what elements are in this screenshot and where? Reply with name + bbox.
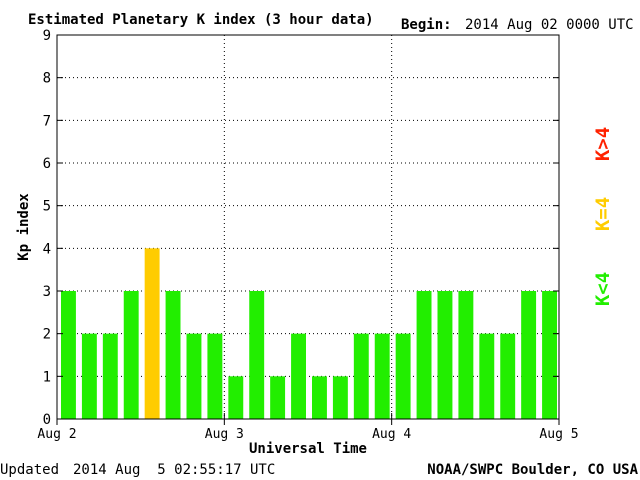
y-tick-label: 8 [43, 71, 51, 87]
legend-item: K=4 [592, 197, 614, 231]
kp-bar [207, 333, 223, 419]
kp-bar [332, 376, 348, 419]
kp-bar [542, 291, 557, 419]
kp-bar [144, 248, 160, 419]
y-axis-label: Kp index [16, 193, 32, 261]
kp-bar [458, 291, 474, 419]
y-tick-label: 4 [43, 241, 51, 257]
kp-bar [249, 291, 265, 419]
updated-label: Updated [0, 462, 59, 478]
x-axis-ticks: Aug 2 Aug 3 Aug 4 Aug 5 [37, 413, 579, 442]
source-credit: NOAA/SWPC Boulder, CO USA [427, 462, 638, 478]
begin-label: Begin: [401, 17, 452, 33]
y-tick-label: 1 [43, 369, 51, 385]
kp-bar [123, 291, 139, 419]
bar-series [61, 248, 557, 419]
y-tick-label: 9 [43, 28, 51, 44]
begin-value: 2014 Aug 02 0000 UTC [465, 17, 634, 33]
plot-frame [56, 34, 560, 420]
legend-item: K>4 [592, 127, 614, 161]
kp-bar [416, 291, 432, 419]
kp-bar [374, 333, 390, 419]
kp-bar [353, 333, 369, 419]
chart-title: Estimated Planetary K index (3 hour data… [28, 12, 374, 28]
kp-bar [81, 333, 97, 419]
y-tick-label: 6 [43, 156, 51, 172]
kp-bar [521, 291, 537, 419]
kp-bar [165, 291, 181, 419]
x-tick-label: Aug 3 [205, 427, 244, 442]
kp-bar [291, 333, 306, 419]
kp-bar [102, 333, 118, 419]
kp-bar [186, 333, 202, 419]
kp-bar [61, 291, 76, 419]
y-tick-label: 0 [43, 412, 51, 428]
x-tick-label: Aug 2 [37, 427, 76, 442]
grid-lines [57, 35, 559, 419]
legend-item: K<4 [592, 272, 614, 306]
y-tick-label: 3 [43, 284, 51, 300]
x-tick-label: Aug 4 [372, 427, 411, 442]
y-tick-label: 5 [43, 199, 51, 215]
y-tick-label: 7 [43, 113, 51, 129]
kp-bar [437, 291, 453, 419]
y-tick-label: 2 [43, 327, 51, 343]
kp-bar [312, 376, 327, 419]
updated-value: 2014 Aug 5 02:55:17 UTC [73, 462, 275, 478]
kp-bar [500, 333, 516, 419]
kp-bar [479, 333, 495, 419]
x-axis-label: Universal Time [249, 441, 367, 457]
kp-bar [270, 376, 286, 419]
kp-bar [228, 376, 244, 419]
x-tick-label: Aug 5 [539, 427, 578, 442]
legend: K<4 K=4 K>4 [592, 127, 614, 306]
y-axis-ticks: 0 1 2 3 4 5 6 7 8 9 [43, 28, 559, 428]
kp-bar [395, 333, 411, 419]
